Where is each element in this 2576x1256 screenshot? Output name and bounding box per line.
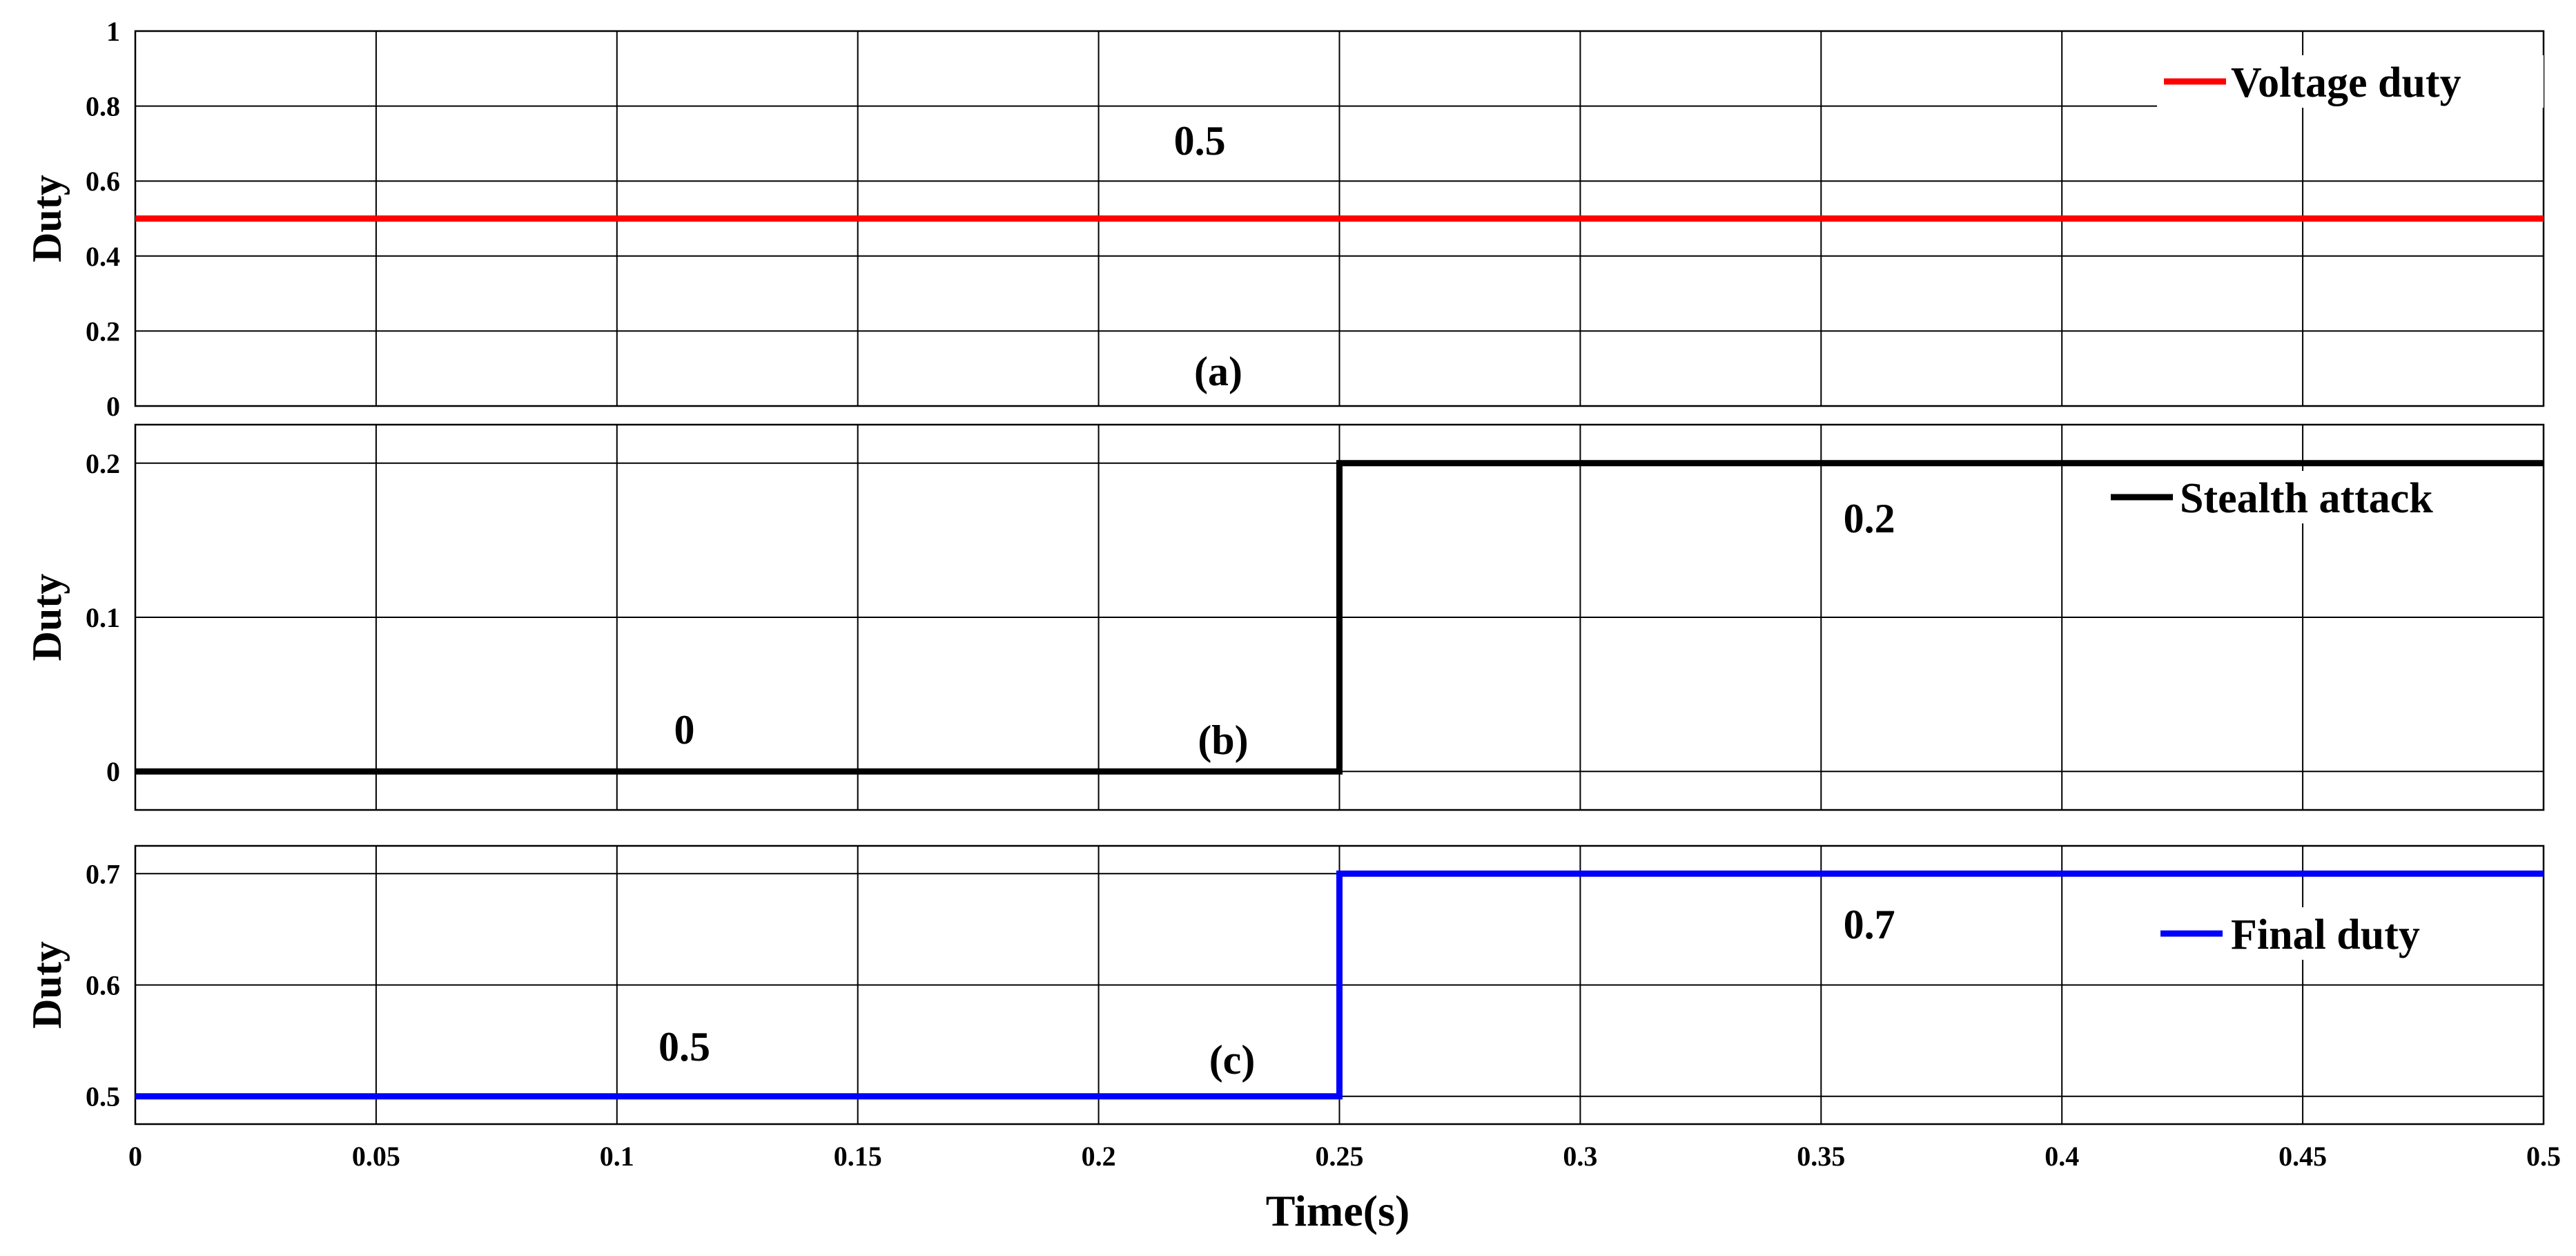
- legend-label: Voltage duty: [2231, 59, 2461, 106]
- x-tick-label: 0.25: [1316, 1141, 1364, 1172]
- panel-label: (a): [1194, 349, 1242, 394]
- panel-3: 0.5 0.6 0.7 Duty Final duty 0.5 0.7 (c) 0 0.05 0.1…: [24, 844, 2561, 1235]
- y-tick-label: 0: [106, 391, 120, 422]
- legend-label: Stealth attack: [2180, 475, 2433, 522]
- panel-label: (c): [1209, 1037, 1256, 1083]
- data-annotation: 0: [674, 707, 694, 753]
- panel-label: (b): [1198, 717, 1248, 763]
- plot-frame: [134, 844, 2545, 1125]
- y-tick-label: 0.2: [86, 448, 120, 479]
- y-tick-label: 0.6: [86, 970, 120, 1001]
- x-tick-label: 0.05: [352, 1141, 400, 1172]
- y-tick-label: 0.8: [86, 91, 120, 122]
- x-tick-label: 0.4: [2045, 1141, 2079, 1172]
- x-tick-label: 0.1: [600, 1141, 634, 1172]
- plot-frame: [134, 423, 2545, 811]
- legend-label: Final duty: [2231, 911, 2420, 958]
- y-tick-label: 0.6: [86, 166, 120, 197]
- y-tick-label: 0.7: [86, 858, 120, 889]
- x-tick-label: 0.2: [1082, 1141, 1116, 1172]
- y-axis-label: Duty: [24, 941, 70, 1029]
- x-tick-label: 0.45: [2279, 1141, 2327, 1172]
- y-tick-label: 1: [106, 16, 120, 47]
- y-tick-label: 0.5: [86, 1081, 120, 1112]
- y-tick-label: 0.2: [86, 316, 120, 347]
- data-annotation: 0.7: [1844, 902, 1895, 947]
- x-tick-label: 0: [128, 1141, 142, 1172]
- y-tick-label: 0.1: [86, 602, 120, 633]
- data-annotation: 0.5: [658, 1024, 710, 1070]
- data-annotation: 0.5: [1174, 118, 1226, 164]
- series-line-stealth-attack: [135, 460, 2544, 775]
- x-tick-label: 0.5: [2526, 1141, 2561, 1172]
- x-tick-label: 0.35: [1797, 1141, 1845, 1172]
- x-axis-label: Time(s): [1266, 1186, 1410, 1235]
- y-tick-label: 0: [106, 756, 120, 787]
- y-axis-label: Duty: [24, 574, 70, 661]
- series-line-final-duty: [135, 870, 2544, 1100]
- panel-1: 0 0.2 0.4 0.6 0.8 1 Duty Voltage duty 0.5 (a): [24, 16, 2545, 422]
- x-tick-label: 0.3: [1563, 1141, 1597, 1172]
- x-tick-label: 0.15: [834, 1141, 882, 1172]
- y-axis-label: Duty: [24, 175, 70, 262]
- panel-2: 0 0.1 0.2 Duty Stealth attack 0 0.2 (b): [24, 423, 2545, 811]
- y-tick-label: 0.4: [86, 241, 120, 272]
- data-annotation: 0.2: [1844, 496, 1895, 541]
